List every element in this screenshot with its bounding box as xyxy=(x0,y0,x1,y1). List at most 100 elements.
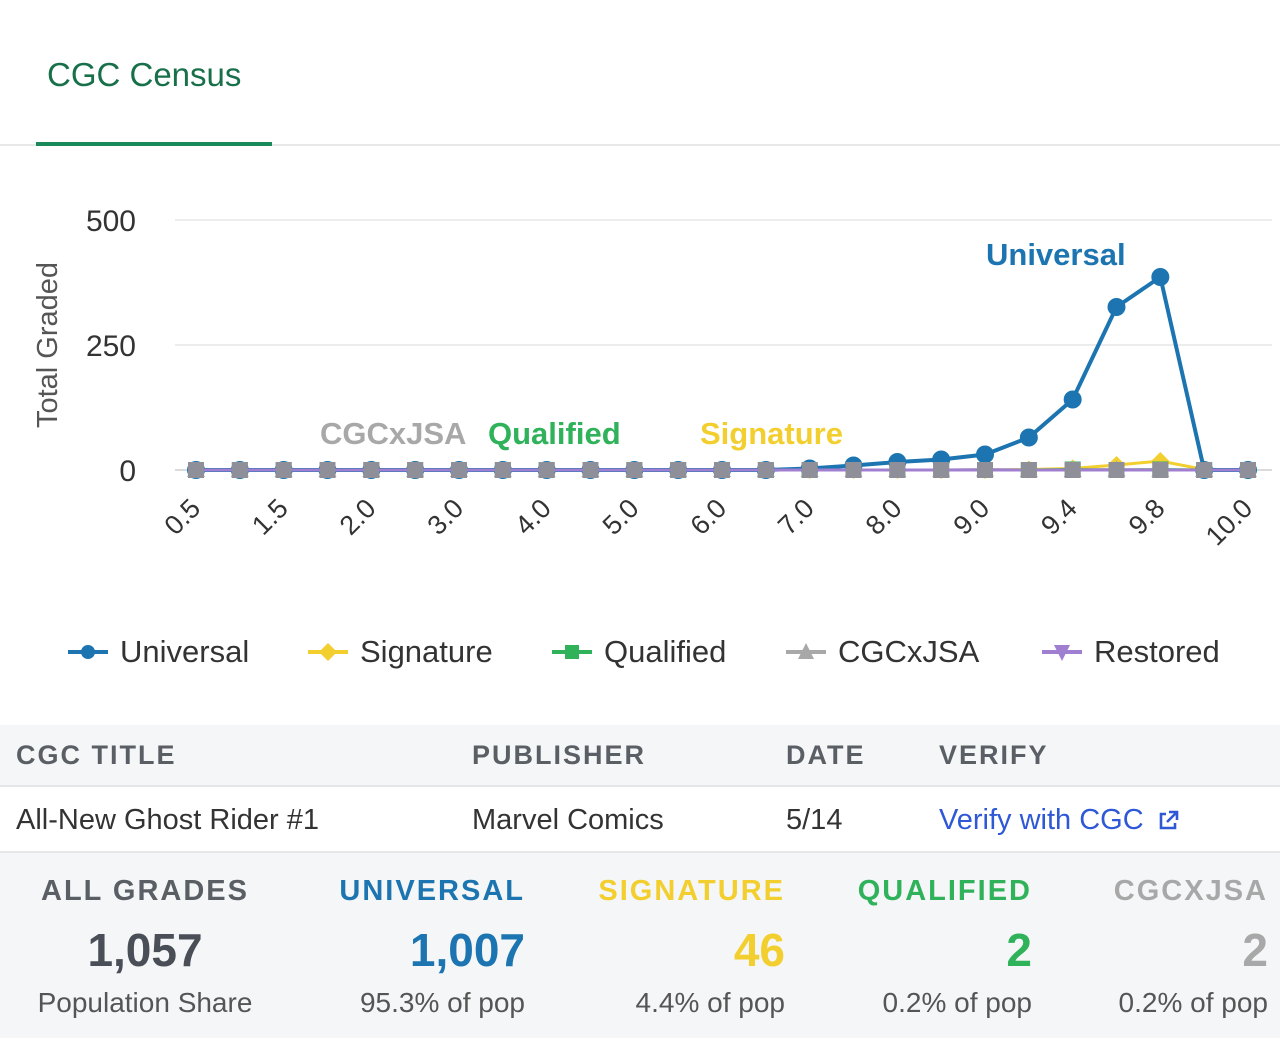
data-point xyxy=(1240,462,1256,478)
legend-label-restored: Restored xyxy=(1094,634,1220,669)
data-point xyxy=(845,462,862,478)
x-tick-label: 5.0 xyxy=(597,493,645,541)
stat-all-grades-sub: Population Share xyxy=(37,987,253,1018)
series-annotation: Universal xyxy=(986,237,1126,272)
legend-item-restored[interactable]: Restored xyxy=(1040,622,1220,682)
stat-cgcxjsa-value: 2 xyxy=(1242,924,1268,976)
x-tick-label: 8.0 xyxy=(860,493,908,541)
series-annotation: Signature xyxy=(700,416,843,451)
stat-signature-sub: 4.4% of pop xyxy=(635,987,785,1018)
x-tick-label: 0.5 xyxy=(158,493,206,541)
verify-with-cgc-link[interactable]: Verify with CGC xyxy=(939,804,1180,837)
data-point xyxy=(363,462,380,478)
data-point xyxy=(538,462,555,478)
y-axis-label: Total Graded xyxy=(32,262,64,428)
legend-label-signature: Signature xyxy=(360,634,493,669)
x-tick-label: 4.0 xyxy=(509,493,557,541)
diamond-marker-icon xyxy=(308,643,348,661)
y-tick-label: 0 xyxy=(119,455,136,488)
header-publisher: PUBLISHER xyxy=(472,740,647,770)
cell-date: 5/14 xyxy=(786,804,843,836)
x-tick-label: 9.4 xyxy=(1035,493,1083,541)
cell-title: All-New Ghost Rider #1 xyxy=(16,804,319,836)
external-link-icon xyxy=(1159,810,1178,829)
tab-cgc-census[interactable]: CGC Census xyxy=(36,0,272,146)
data-point xyxy=(1107,298,1126,316)
population-stats: ALL GRADES 1,057 Population Share UNIVER… xyxy=(0,853,1280,1038)
legend-item-universal[interactable]: Universal xyxy=(66,622,249,682)
data-point xyxy=(1064,462,1081,478)
data-point xyxy=(275,462,292,478)
cell-publisher: Marvel Comics xyxy=(472,804,664,836)
census-table-header: CGC TITLE PUBLISHER DATE VERIFY xyxy=(0,725,1280,787)
x-tick-label: 7.0 xyxy=(772,493,820,541)
tab-bar: CGC Census xyxy=(0,0,1280,146)
square-marker-icon xyxy=(552,645,592,659)
stat-universal-value: 1,007 xyxy=(409,924,525,976)
series-annotation: CGCxJSA xyxy=(320,416,466,451)
data-point xyxy=(1019,428,1038,447)
data-point xyxy=(407,462,424,478)
data-point xyxy=(1063,390,1082,409)
data-point xyxy=(1020,462,1037,478)
tab-cgc-census-label: CGC Census xyxy=(47,56,242,93)
data-point xyxy=(1152,462,1169,478)
data-point xyxy=(933,462,950,478)
stat-qualified-value: 2 xyxy=(1006,924,1032,976)
data-point xyxy=(231,462,248,478)
data-point xyxy=(757,462,774,478)
data-point xyxy=(494,462,511,478)
legend-label-qualified: Qualified xyxy=(604,634,727,669)
x-tick-label: 6.0 xyxy=(684,493,732,541)
series-restored xyxy=(188,462,1256,478)
stat-cgcxjsa-sub: 0.2% of pop xyxy=(1118,987,1268,1018)
data-point xyxy=(976,445,994,464)
stat-all-grades-value: 1,057 xyxy=(87,924,203,976)
stat-signature-label: SIGNATURE xyxy=(598,875,785,907)
data-point xyxy=(1196,462,1213,478)
y-tick-label: 250 xyxy=(86,330,136,363)
x-tick-label: 3.0 xyxy=(421,493,469,541)
circle-marker-icon xyxy=(68,645,108,659)
data-point xyxy=(188,462,204,478)
series-annotation: Qualified xyxy=(488,416,621,451)
data-point xyxy=(1108,462,1125,478)
data-point xyxy=(451,462,467,478)
x-tick-label: 10.0 xyxy=(1200,493,1258,551)
data-point xyxy=(626,462,643,478)
stat-qualified-label: QUALIFIED xyxy=(857,875,1032,907)
chart-legend: Universal Signature Qualified CGCxJSA Re… xyxy=(0,622,1280,682)
verify-link-label: Verify with CGC xyxy=(939,804,1144,836)
data-point xyxy=(889,462,906,478)
legend-item-signature[interactable]: Signature xyxy=(306,622,493,682)
x-tick-label: 2.0 xyxy=(334,493,382,541)
stat-cgcxjsa-label: CGCXJSA xyxy=(1113,875,1268,907)
table-row: All-New Ghost Rider #1 Marvel Comics 5/1… xyxy=(0,787,1280,853)
data-point xyxy=(977,462,993,478)
data-point xyxy=(1151,268,1170,286)
census-line-chart: 0 250 500 Total Graded 0.5 1.5 2.0 3.0 4.0 5.0 6.0… xyxy=(32,205,1272,551)
data-point xyxy=(319,462,336,478)
header-date: DATE xyxy=(786,740,866,770)
stat-qualified-sub: 0.2% of pop xyxy=(882,987,1032,1018)
stat-universal-label: UNIVERSAL xyxy=(339,875,525,907)
data-point xyxy=(714,462,730,478)
legend-label-cgcxjsa: CGCxJSA xyxy=(838,634,980,669)
data-point xyxy=(670,462,687,478)
header-verify: VERIFY xyxy=(939,740,1049,770)
x-tick-label: 9.8 xyxy=(1123,493,1171,541)
stat-universal-sub: 95.3% of pop xyxy=(359,987,525,1018)
x-tick-label: 1.5 xyxy=(246,493,294,541)
y-tick-label: 500 xyxy=(86,205,136,238)
stat-all-grades-label: ALL GRADES xyxy=(41,875,249,907)
header-cgc-title: CGC TITLE xyxy=(16,740,177,770)
triangle-down-marker-icon xyxy=(1042,645,1082,661)
triangle-marker-icon xyxy=(786,643,826,659)
x-tick-label: 9.0 xyxy=(947,493,995,541)
stat-signature-value: 46 xyxy=(733,924,785,976)
data-point xyxy=(801,462,818,478)
data-point xyxy=(582,462,599,478)
legend-item-cgcxjsa[interactable]: CGCxJSA xyxy=(784,622,979,682)
legend-label-universal: Universal xyxy=(120,634,250,669)
legend-item-qualified[interactable]: Qualified xyxy=(550,622,726,682)
